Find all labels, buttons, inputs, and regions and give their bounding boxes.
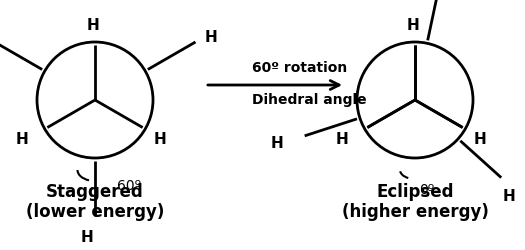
Text: H: H — [154, 132, 166, 147]
Text: Dihedral angle: Dihedral angle — [252, 93, 366, 107]
Text: 60º rotation: 60º rotation — [252, 61, 347, 75]
Text: 60º: 60º — [117, 179, 141, 193]
Circle shape — [357, 42, 473, 158]
Text: Staggered: Staggered — [46, 183, 144, 201]
Text: H: H — [87, 18, 99, 32]
Text: (lower energy): (lower energy) — [26, 203, 164, 221]
Text: H: H — [335, 132, 348, 147]
Text: H: H — [205, 30, 218, 44]
Text: H: H — [81, 230, 93, 244]
Text: H: H — [407, 18, 419, 32]
Text: H: H — [271, 136, 284, 151]
Text: (higher energy): (higher energy) — [342, 203, 488, 221]
Text: Eclipsed: Eclipsed — [376, 183, 454, 201]
Text: H: H — [15, 132, 28, 147]
Text: H: H — [474, 132, 487, 147]
Text: 0º: 0º — [419, 183, 435, 197]
Text: H: H — [503, 189, 516, 204]
